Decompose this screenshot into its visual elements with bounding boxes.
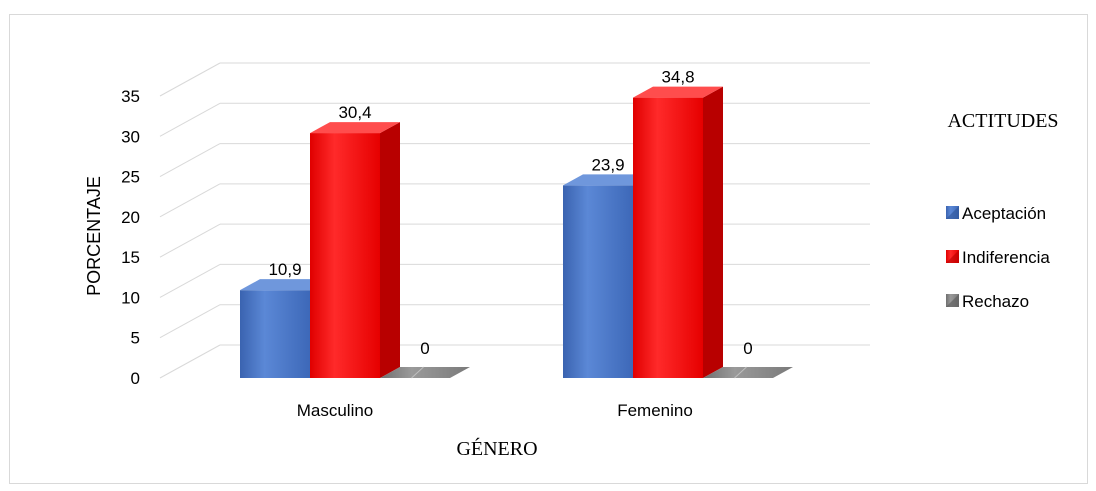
- bar-top: [563, 174, 653, 186]
- x-category-label: Femenino: [617, 401, 693, 420]
- legend-item-indiferencia: Indiferencia: [946, 248, 1050, 267]
- gridline-diagonal: [159, 263, 221, 298]
- gridline-diagonal: [159, 304, 221, 339]
- bar-top: [633, 86, 723, 98]
- bar-top: [310, 122, 400, 134]
- data-label: 0: [420, 339, 429, 358]
- bar-indiferencia-femenino: [633, 86, 723, 379]
- x-category-label: Masculino: [297, 401, 374, 420]
- legend-item-aceptación: Aceptación: [946, 204, 1046, 223]
- legend-item-rechazo: Rechazo: [946, 292, 1029, 311]
- legend-title: ACTITUDES: [947, 110, 1058, 132]
- legend-swatch-shade: [946, 294, 959, 307]
- data-label: 0: [743, 339, 752, 358]
- legend-swatch-shade: [946, 206, 959, 219]
- data-label: 30,4: [338, 103, 371, 122]
- y-tick-label: 30: [121, 127, 140, 146]
- gridline-diagonal: [159, 62, 221, 97]
- legend: Aceptación Indiferencia Rechazo: [946, 204, 1050, 311]
- bar-side: [703, 86, 723, 379]
- gridline-diagonal: [159, 223, 221, 258]
- y-axis-title: PORCENTAJE: [84, 176, 104, 296]
- gridline-diagonal: [159, 102, 221, 137]
- data-label: 34,8: [661, 68, 694, 87]
- bars: [240, 86, 793, 379]
- y-tick-label: 10: [121, 288, 140, 307]
- gridline-diagonal: [159, 183, 221, 218]
- bar-front: [310, 133, 380, 378]
- y-tick-label: 25: [121, 168, 140, 187]
- y-tick-label: 35: [121, 87, 140, 106]
- chart-frame: [9, 14, 1088, 484]
- y-axis-ticks: 0 5 10 15 20 25 30 35: [121, 87, 140, 388]
- bar-rechazo-masculino: [380, 366, 470, 379]
- bar-side: [380, 122, 400, 378]
- y-tick-label: 20: [121, 208, 140, 227]
- legend-label: Rechazo: [962, 292, 1029, 311]
- y-tick-label: 5: [131, 329, 140, 348]
- bar-edge: [734, 366, 747, 379]
- bar-edge: [411, 366, 424, 379]
- bar-front: [633, 97, 703, 379]
- data-label: 23,9: [591, 155, 624, 174]
- bar-front: [240, 290, 310, 378]
- bar-top: [703, 367, 793, 378]
- bar-top: [240, 279, 330, 291]
- gridline-diagonal: [159, 143, 221, 178]
- bar-rechazo-femenino: [703, 366, 793, 379]
- bar-top: [380, 367, 470, 378]
- bar-front: [563, 185, 633, 378]
- legend-swatch-shade: [946, 250, 959, 263]
- gridline-diagonal: [159, 344, 221, 379]
- data-labels: 10,9 30,4 0 23,9 34,8 0: [268, 68, 752, 358]
- legend-label: Indiferencia: [962, 248, 1050, 267]
- y-tick-label: 15: [121, 248, 140, 267]
- y-tick-label: 0: [131, 369, 140, 388]
- data-label: 10,9: [268, 260, 301, 279]
- bar-indiferencia-masculino: [310, 122, 400, 378]
- x-axis-title: GÉNERO: [456, 437, 537, 460]
- legend-label: Aceptación: [962, 204, 1046, 223]
- x-axis-categories: Masculino Femenino: [297, 401, 693, 420]
